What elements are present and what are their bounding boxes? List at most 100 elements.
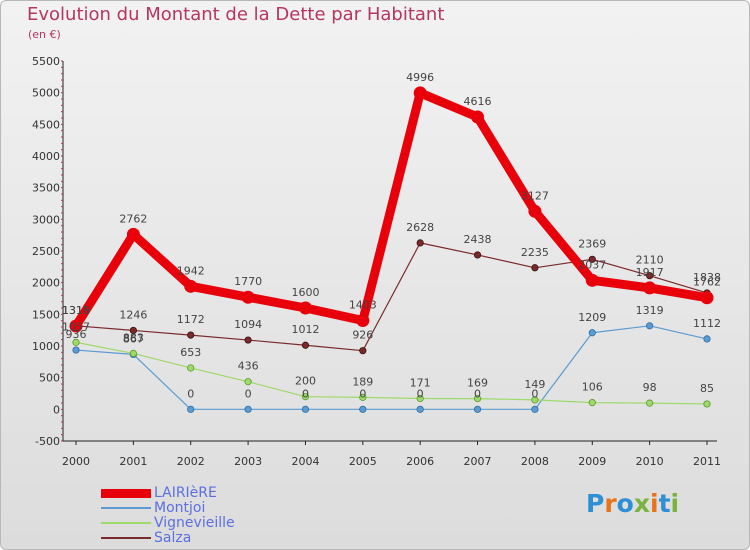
data-label: 189 <box>352 375 373 388</box>
data-label: 1319 <box>62 304 90 317</box>
series-salza <box>72 239 711 355</box>
data-point <box>126 227 140 241</box>
data-point <box>531 396 539 404</box>
proxiti-logo: Proxiti <box>586 489 680 518</box>
x-tick-label: 2004 <box>291 455 319 468</box>
data-label: 653 <box>180 346 201 359</box>
data-point <box>244 378 252 386</box>
data-label: 0 <box>187 387 194 400</box>
data-label: 85 <box>700 382 714 395</box>
data-label: 1209 <box>578 311 606 324</box>
data-point <box>359 393 367 401</box>
data-point <box>471 110 485 124</box>
data-point <box>356 313 370 327</box>
legend-label: Salza <box>154 530 192 546</box>
x-tick-label: 2009 <box>578 455 606 468</box>
data-label: 4616 <box>464 95 492 108</box>
data-point <box>703 400 711 408</box>
series-vignevieille <box>72 338 711 408</box>
legend-swatch <box>101 537 151 539</box>
data-label: 867 <box>123 332 144 345</box>
data-point <box>700 291 714 305</box>
data-point <box>643 281 657 295</box>
data-label: 200 <box>295 375 316 388</box>
x-tick-label: 2003 <box>234 455 262 468</box>
y-tick-label: 3000 <box>32 213 60 226</box>
data-point <box>703 335 711 343</box>
y-tick-label: 5500 <box>32 55 60 68</box>
data-label: 1094 <box>234 318 262 331</box>
y-tick-label: 4000 <box>32 150 60 163</box>
data-point <box>359 405 367 413</box>
data-point <box>473 395 482 403</box>
legend-label: LAIRIèRE <box>154 485 217 501</box>
data-point <box>416 394 424 403</box>
data-point <box>187 331 195 339</box>
data-label: 2762 <box>119 212 147 225</box>
data-point <box>359 347 367 355</box>
data-point <box>413 86 427 100</box>
series-line-lairi-re <box>71 88 712 331</box>
data-point <box>244 405 252 413</box>
data-label: 1838 <box>693 271 721 284</box>
data-label: 1057 <box>62 320 90 333</box>
data-label: 1770 <box>234 275 262 288</box>
x-tick-label: 2000 <box>62 455 90 468</box>
data-label: 0 <box>531 387 538 400</box>
data-label: 2369 <box>578 237 606 250</box>
data-label: 2110 <box>636 254 664 267</box>
data-point <box>646 399 654 407</box>
data-point <box>301 405 310 413</box>
data-label: 1012 <box>291 323 319 336</box>
data-label: 149 <box>524 378 545 391</box>
chart-unit: (en €) <box>28 28 61 41</box>
data-label: 0 <box>417 387 424 400</box>
series-montjoi <box>72 322 711 413</box>
data-label: 2037 <box>578 258 606 271</box>
data-point <box>528 204 542 218</box>
y-tick-label: 4500 <box>32 118 60 131</box>
data-label: 1319 <box>636 304 664 317</box>
line-chart: -500050010001500200025003000350040004500… <box>32 55 721 468</box>
y-tick-label: 500 <box>39 372 60 385</box>
x-tick-label: 2010 <box>636 455 664 468</box>
data-label: 0 <box>359 387 366 400</box>
data-label: 436 <box>238 360 259 373</box>
data-label: 926 <box>352 329 373 342</box>
data-label: 0 <box>302 387 309 400</box>
data-point <box>301 393 310 401</box>
data-point <box>588 255 596 263</box>
y-tick-label: 1500 <box>32 308 60 321</box>
data-point <box>531 405 539 413</box>
data-label: 1112 <box>693 317 721 330</box>
data-label: 3127 <box>521 189 549 202</box>
data-point <box>187 364 195 372</box>
x-tick-label: 2006 <box>406 455 434 468</box>
data-label: 106 <box>582 381 603 394</box>
data-label: 1600 <box>291 286 319 299</box>
data-label: 1246 <box>119 308 147 321</box>
x-tick-label: 2007 <box>464 455 492 468</box>
x-tick-label: 2001 <box>119 455 147 468</box>
legend-swatch <box>101 488 151 498</box>
y-tick-label: -500 <box>35 435 60 448</box>
data-point <box>187 405 195 413</box>
data-label: 171 <box>410 377 431 390</box>
legend-label: Vignevieille <box>154 515 235 531</box>
data-point <box>72 338 80 346</box>
data-label: 1917 <box>636 266 664 279</box>
data-label: 0 <box>245 387 252 400</box>
x-tick-label: 2005 <box>349 455 377 468</box>
data-point <box>588 399 596 407</box>
series-line-vignevieille <box>75 341 708 405</box>
y-tick-label: 2000 <box>32 277 60 290</box>
chart-title: Evolution du Montant de la Dette par Hab… <box>27 4 445 25</box>
data-point <box>416 405 424 413</box>
y-tick-label: 2500 <box>32 245 60 258</box>
data-label: 2438 <box>464 233 492 246</box>
data-point <box>69 319 83 333</box>
data-point <box>244 336 252 344</box>
data-point <box>646 322 654 330</box>
x-tick-label: 2008 <box>521 455 549 468</box>
